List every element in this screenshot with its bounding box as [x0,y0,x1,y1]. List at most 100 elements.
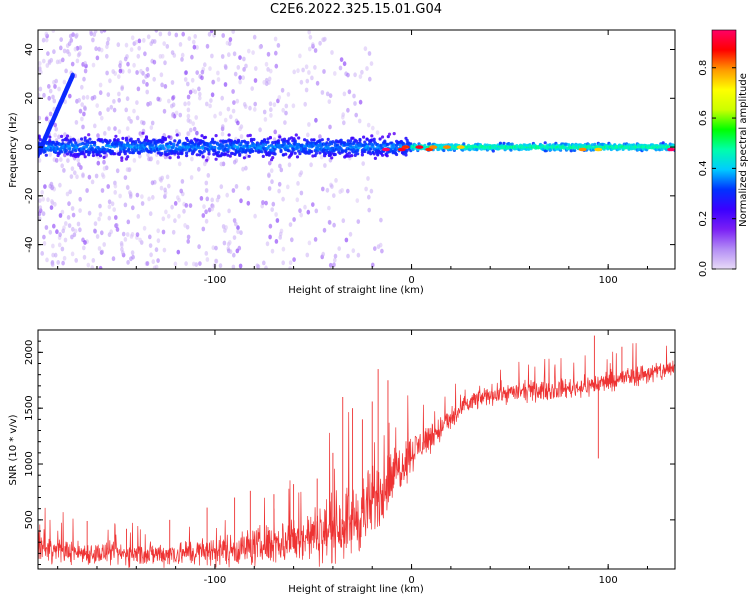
spectrogram-noise-cell [156,160,160,165]
spectrogram-noise-cell [276,43,281,48]
spectrogram-band-cell [128,150,132,155]
spectrogram-noise-cell [264,200,268,206]
spectrogram-band-cell [378,137,382,141]
spectrogram-noise-cell [299,212,304,218]
spectrogram-noise-cell [97,216,101,222]
spectrogram-noise-cell [60,163,64,169]
spectrogram-noise-cell [280,87,285,93]
spectrogram-band-cell [290,152,294,156]
spectrogram-noise-cell [166,213,171,219]
spectrogram-noise-cell [53,201,57,207]
spectrogram-noise-cell [159,185,164,191]
spectrogram-noise-cell [180,52,185,58]
spectrogram-noise-cell [116,42,121,48]
spectrogram-noise-cell [352,93,356,99]
spectrogram-noise-cell [67,223,72,229]
spectrogram-noise-cell [82,254,87,260]
spectrogram-noise-cell [208,103,212,109]
spectrogram-noise-cell [223,82,228,87]
spectrogram-noise-cell [49,205,54,211]
colorbar-ticks: 0.0 0.2 0.4 0.6 0.8 [698,60,736,277]
spectrogram-noise-cell [138,237,142,243]
spectrogram-band-cell [273,152,277,156]
spectrogram-band-cell [166,149,170,153]
spectrogram-band-cell [395,152,399,157]
spectrogram-noise-cell [268,160,272,166]
spectrogram-band-cell [163,150,167,154]
spectrogram-noise-cell [355,198,360,204]
spectrogram-band-cell [277,141,281,145]
spectrogram-noise-cell [253,107,257,112]
spectrogram-noise-cell [107,232,112,238]
spectrogram-noise-cell [145,66,150,72]
spectrogram-noise-cell [178,112,183,118]
spectrogram-band-cell [69,138,73,142]
spectrogram-band-cell [258,150,262,154]
snr-xtick-label: 100 [599,575,618,586]
spectrogram-noise-cell [226,106,231,112]
spectrogram-noise-cell [223,63,228,69]
spectrogram-noise-cell [328,262,333,268]
spectrogram-noise-cell [145,89,149,95]
spectrogram-noise-cell [106,92,111,97]
spectrogram-band-cell [167,152,171,156]
spectrogram-noise-cell [371,262,375,268]
spectrogram-noise-cell [268,234,272,240]
snr-ticks: -100 0 100 500 1000 1500 2000 [24,329,675,586]
spectrogram-band-cell [372,152,376,156]
spectrogram-noise-cell [253,78,258,83]
spectrogram-noise-cell [234,221,238,227]
spectrogram-noise-cell [83,60,87,66]
snr-ytick-label: 1500 [24,395,35,420]
spectrogram-noise-cell [158,31,163,37]
spectrogram-noise-cell [74,120,79,125]
spectrogram-noise-cell [170,204,174,210]
spectrogram-noise-cell [242,56,246,62]
spectrogram-noise-cell [248,105,252,111]
spectrogram-noise-cell [40,190,44,195]
spectrogram-band-cell [201,155,205,159]
spectrogram-noise-cell [182,208,186,214]
spectrogram-noise-cell [173,261,178,267]
spectrogram-band-cell [147,139,151,143]
spectrogram-noise-cell [258,127,262,133]
spectrogram-noise-cell [160,53,165,59]
spectrogram-noise-cell [200,75,204,81]
spectrogram-band-cell [65,134,70,138]
spectrogram-noise-cell [213,113,217,119]
spectrogram-noise-cell [93,221,98,227]
snr-panel: -100 0 100 500 1000 1500 2000 Height of straig… [8,329,676,595]
spectrogram-noise-cell [366,176,370,181]
spectrogram-noise-cell [134,39,139,45]
spectrogram-noise-cell [106,36,111,42]
spectrogram-band-cell [202,149,206,153]
spectrogram-noise-cell [61,57,65,63]
spectrogram-band-cell [176,155,180,159]
spectrogram-noise-cell [105,44,109,50]
spectrogram-band-cell [360,153,364,157]
spectrogram-noise-cell [42,241,47,246]
spectrogram-noise-cell [333,257,337,263]
spectrogram-noise-cell [171,95,175,101]
spectrogram-noise-cell [129,47,134,52]
spectrogram-noise-cell [170,113,175,118]
spectrogram-noise-cell [96,160,101,166]
spectrogram-noise-cell [223,228,227,233]
spectrogram-band-cell [220,153,224,157]
spectrogram-band-cell [661,141,665,145]
spectrogram-band-cell [198,153,202,157]
spectrogram-noise-cell [56,260,60,265]
spectrogram-noise-cell [131,205,135,211]
spectrogram-noise-cell [310,75,314,81]
spectrogram-noise-cell [201,213,206,218]
spectrogram-noise-cell [322,69,326,74]
spectrogram-noise-cell [274,212,278,217]
spectrogram-noise-cell [179,188,183,194]
spectrogram-noise-cell [48,88,53,94]
spectrogram-noise-cell [177,161,182,167]
spectrogram-noise-cell [214,245,218,251]
spectrogram-band-cell [185,154,189,158]
spectrogram-band-cell [297,136,301,140]
spectrogram-noise-cell [244,63,248,69]
spectrogram-noise-cell [143,51,147,57]
